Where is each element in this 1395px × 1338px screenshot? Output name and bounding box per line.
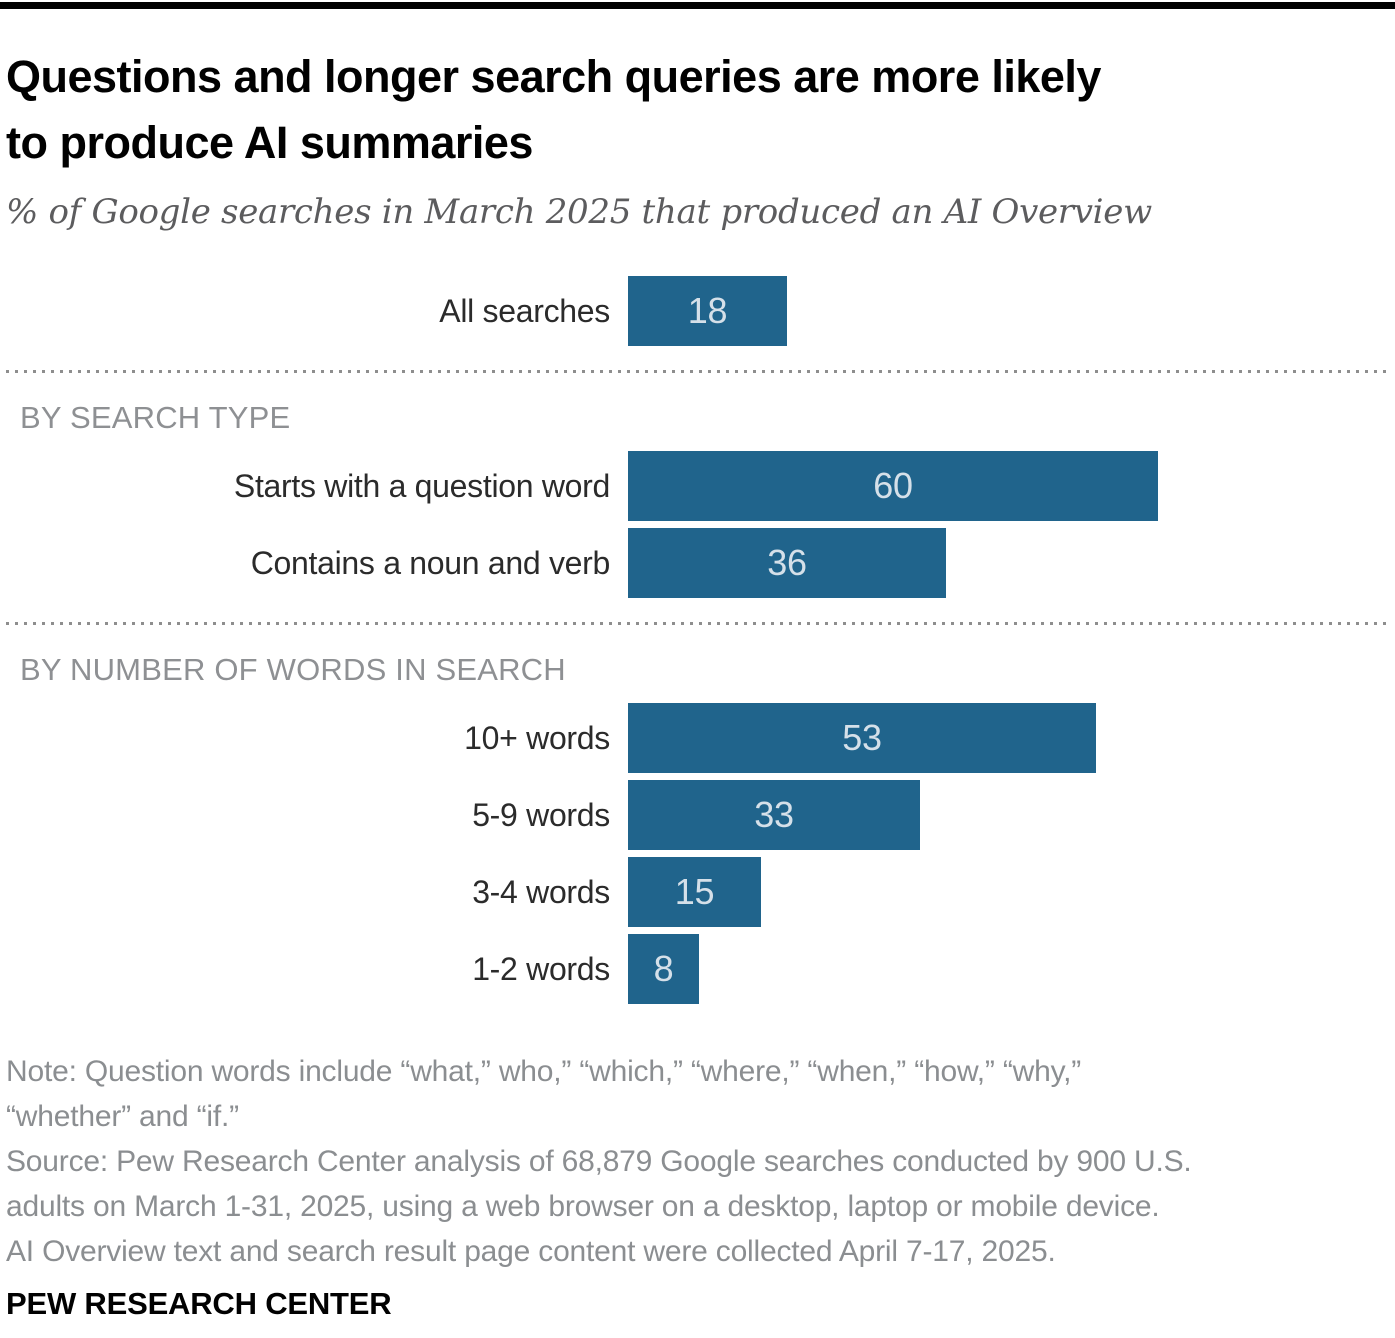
bar-row: 1-2 words 8: [6, 934, 1389, 1004]
bar-value: 33: [754, 794, 794, 835]
source-line: adults on March 1-31, 2025, using a web …: [6, 1190, 1160, 1223]
bar-label: Starts with a question word: [233, 467, 610, 504]
note-text: Note: Question words include “what,” who…: [6, 1049, 1389, 1274]
chart-title: Questions and longer search queries are …: [6, 44, 1389, 176]
dotted-divider: [6, 622, 1389, 625]
note-line: Note: Question words include “what,” who…: [6, 1055, 1082, 1088]
bar-label: 5-9 words: [472, 796, 610, 833]
note-line: “whether” and “if.”: [6, 1100, 239, 1133]
bar-row: 5-9 words 33: [6, 780, 1389, 850]
top-rule: [0, 2, 1395, 9]
bar: 53: [628, 703, 1096, 773]
bar-value: 18: [687, 290, 728, 331]
bar: 15: [628, 857, 761, 927]
bar-row: All searches 18: [6, 276, 1389, 346]
chart-subtitle: % of Google searches in March 2025 that …: [6, 192, 1152, 232]
bar-label: 1-2 words: [472, 950, 610, 987]
section-header: BY NUMBER OF WORDS IN SEARCH: [20, 652, 566, 687]
bar-value: 8: [653, 948, 674, 989]
pew-research-center-wordmark: PEW RESEARCH CENTER: [6, 1286, 392, 1321]
bar-row: 3-4 words 15: [6, 857, 1389, 927]
chart-title-line-2: to produce AI summaries: [6, 117, 533, 168]
bar-value: 53: [842, 717, 882, 758]
dotted-divider: [6, 370, 1389, 373]
bar: 60: [628, 451, 1158, 521]
bar: 8: [628, 934, 699, 1004]
chart-title-line-1: Questions and longer search queries are …: [6, 51, 1101, 102]
bar: 18: [628, 276, 787, 346]
bar-label: Contains a noun and verb: [250, 544, 611, 581]
bar-row: Contains a noun and verb 36: [6, 528, 1389, 598]
bar-value: 36: [767, 542, 807, 583]
bar-row: Starts with a question word 60: [6, 451, 1389, 521]
bar-label: All searches: [439, 292, 610, 329]
bar-group: Starts with a question word 60 Contains a …: [6, 451, 1389, 598]
bar: 33: [628, 780, 920, 850]
bar-chart: All searches 18 BY SEARCH TYPE Starts with …: [6, 276, 1389, 1004]
bar: 36: [628, 528, 946, 598]
bar-row: 10+ words 53: [6, 703, 1389, 773]
bar-value: 60: [873, 465, 913, 506]
bar-group: 10+ words 53 5-9 words 33 3-4 words 15 1-2 wor…: [6, 703, 1389, 1004]
bar-group: All searches 18: [6, 276, 1389, 346]
bar-label: 10+ words: [464, 719, 610, 756]
bar-value: 15: [674, 871, 715, 912]
bar-label: 3-4 words: [472, 873, 610, 910]
source-line: Source: Pew Research Center analysis of …: [6, 1145, 1192, 1178]
source-line: AI Overview text and search result page …: [6, 1235, 1056, 1268]
section-header: BY SEARCH TYPE: [20, 400, 291, 435]
